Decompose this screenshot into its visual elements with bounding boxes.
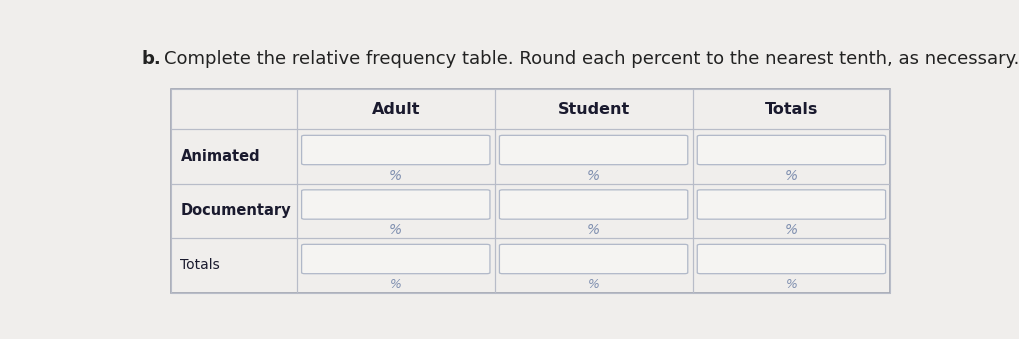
FancyBboxPatch shape: [697, 135, 884, 165]
Text: %: %: [784, 169, 797, 183]
FancyBboxPatch shape: [499, 190, 687, 219]
Bar: [692, 129, 890, 184]
Text: %: %: [587, 169, 599, 183]
Bar: [494, 129, 692, 184]
Bar: [494, 89, 692, 129]
Text: b.: b.: [142, 50, 161, 68]
Text: Animated: Animated: [180, 149, 260, 164]
Text: %: %: [784, 223, 797, 237]
Bar: [692, 238, 890, 293]
Bar: [494, 184, 692, 238]
FancyBboxPatch shape: [499, 244, 687, 274]
Bar: [297, 89, 494, 129]
Bar: [692, 89, 890, 129]
Bar: [692, 184, 890, 238]
Text: %: %: [785, 278, 797, 292]
FancyBboxPatch shape: [302, 244, 489, 274]
Text: %: %: [587, 278, 599, 292]
Bar: [171, 184, 297, 238]
Bar: [494, 238, 692, 293]
Bar: [171, 129, 297, 184]
Text: %: %: [389, 223, 401, 237]
Text: Totals: Totals: [180, 258, 220, 272]
FancyBboxPatch shape: [302, 135, 489, 165]
Text: Adult: Adult: [371, 101, 420, 117]
FancyBboxPatch shape: [302, 190, 489, 219]
Text: Totals: Totals: [764, 101, 817, 117]
Text: Complete the relative frequency table. Round each percent to the nearest tenth, : Complete the relative frequency table. R…: [164, 50, 1018, 68]
Text: Documentary: Documentary: [180, 203, 290, 218]
Bar: [297, 184, 494, 238]
FancyBboxPatch shape: [697, 190, 884, 219]
Bar: [171, 89, 890, 293]
Bar: [171, 89, 297, 129]
Bar: [171, 238, 297, 293]
Bar: [297, 238, 494, 293]
Text: %: %: [587, 223, 599, 237]
Text: %: %: [389, 278, 401, 292]
FancyBboxPatch shape: [697, 244, 884, 274]
FancyBboxPatch shape: [499, 135, 687, 165]
Text: %: %: [389, 169, 401, 183]
Bar: [297, 129, 494, 184]
Text: Student: Student: [557, 101, 629, 117]
